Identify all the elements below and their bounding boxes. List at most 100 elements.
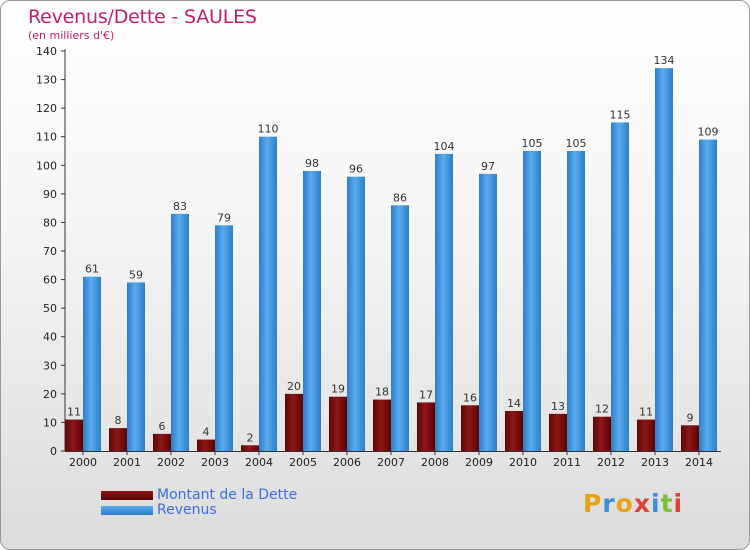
x-tick-label-2013: 2013 <box>641 456 669 469</box>
y-tick-label: 110 <box>36 131 57 144</box>
bar-revenus-2002 <box>171 213 189 451</box>
label-dette-2005: 20 <box>287 380 301 393</box>
label-dette-2003: 4 <box>203 426 210 439</box>
bar-revenus-2005 <box>303 171 321 451</box>
brand-letter: i <box>651 489 661 518</box>
x-tick-label-2009: 2009 <box>465 456 493 469</box>
x-tick-label-2000: 2000 <box>69 456 97 469</box>
label-revenus-2008: 104 <box>434 140 455 153</box>
y-tick-label: 50 <box>43 302 57 315</box>
y-tick-label: 120 <box>36 102 57 115</box>
label-dette-2002: 6 <box>159 420 166 433</box>
bar-dette-2013 <box>637 419 655 451</box>
label-revenus-2003: 79 <box>217 211 231 224</box>
label-dette-2010: 14 <box>507 397 521 410</box>
y-tick-label: 0 <box>50 445 57 458</box>
label-revenus-2012: 115 <box>610 108 631 121</box>
label-dette-2007: 18 <box>375 386 389 399</box>
label-dette-2014: 9 <box>687 411 694 424</box>
bar-dette-2006 <box>329 396 347 451</box>
bar-revenus-2001 <box>127 282 145 451</box>
label-dette-2008: 17 <box>419 388 433 401</box>
bar-revenus-2010 <box>523 151 541 451</box>
label-revenus-2002: 83 <box>173 200 187 213</box>
x-tick-label-2008: 2008 <box>421 456 449 469</box>
bar-dette-2002 <box>153 433 171 451</box>
bar-revenus-2009 <box>479 173 497 451</box>
label-dette-2004: 2 <box>247 431 254 444</box>
bar-revenus-2000 <box>83 276 101 451</box>
x-tick-label-2012: 2012 <box>597 456 625 469</box>
bar-revenus-2012 <box>611 122 629 451</box>
legend-label-dette: Montant de la Dette <box>157 487 298 503</box>
y-tick-label: 140 <box>36 45 57 58</box>
brand-letter: P <box>583 489 603 518</box>
bar-revenus-2003 <box>215 225 233 451</box>
brand-letter: x <box>633 489 651 518</box>
x-tick-label-2014: 2014 <box>685 456 713 469</box>
brand-letter: t <box>660 489 674 518</box>
label-dette-2000: 11 <box>67 406 81 419</box>
y-tick-label: 10 <box>43 416 57 429</box>
label-revenus-2006: 96 <box>349 163 363 176</box>
bar-dette-2000 <box>65 419 83 451</box>
legend-swatch-dette <box>101 490 153 500</box>
bar-dette-2004 <box>241 445 259 451</box>
bar-revenus-2011 <box>567 151 585 451</box>
bar-dette-2009 <box>461 405 479 451</box>
x-tick-label-2005: 2005 <box>289 456 317 469</box>
label-revenus-2009: 97 <box>481 160 495 173</box>
label-dette-2006: 19 <box>331 383 345 396</box>
brand-letter: r <box>602 489 616 518</box>
bar-dette-2012 <box>593 416 611 451</box>
x-tick-label-2007: 2007 <box>377 456 405 469</box>
legend-label-revenus: Revenus <box>157 502 217 518</box>
y-tick-label: 40 <box>43 331 57 344</box>
bar-revenus-2006 <box>347 176 365 451</box>
label-revenus-2004: 110 <box>258 123 279 136</box>
label-revenus-2005: 98 <box>305 157 319 170</box>
label-revenus-2007: 86 <box>393 191 407 204</box>
label-revenus-2011: 105 <box>566 137 587 150</box>
label-revenus-2000: 61 <box>85 263 99 276</box>
bar-revenus-2007 <box>391 205 409 451</box>
legend-swatch-revenus <box>101 505 153 515</box>
label-revenus-2010: 105 <box>522 137 543 150</box>
y-tick-label: 20 <box>43 388 57 401</box>
y-tick-label: 130 <box>36 74 57 87</box>
y-tick-label: 30 <box>43 359 57 372</box>
y-tick-label: 100 <box>36 159 57 172</box>
x-tick-label-2001: 2001 <box>113 456 141 469</box>
legend-item-dette: Montant de la Dette <box>101 487 297 503</box>
label-dette-2009: 16 <box>463 391 477 404</box>
x-tick-label-2003: 2003 <box>201 456 229 469</box>
bar-revenus-2014 <box>699 139 717 452</box>
bar-dette-2001 <box>109 428 127 451</box>
chart-title: Revenus/Dette - SAULES <box>28 6 257 28</box>
y-tick-label: 70 <box>43 245 57 258</box>
x-tick-label-2004: 2004 <box>245 456 273 469</box>
label-dette-2011: 13 <box>551 400 565 413</box>
bar-dette-2005 <box>285 393 303 451</box>
bar-dette-2010 <box>505 411 523 451</box>
y-tick-label: 60 <box>43 274 57 287</box>
bar-revenus-2008 <box>435 153 453 451</box>
x-tick-label-2002: 2002 <box>157 456 185 469</box>
brand-letter: i <box>673 489 684 518</box>
y-tick-label: 80 <box>43 216 57 229</box>
y-tick-label: 90 <box>43 188 57 201</box>
brand-logo: Proxiti <box>583 489 683 518</box>
bar-dette-2011 <box>549 413 567 451</box>
brand-letter: o <box>615 489 634 518</box>
label-revenus-2014: 109 <box>698 126 719 139</box>
label-dette-2013: 11 <box>639 406 653 419</box>
label-dette-2001: 8 <box>115 414 122 427</box>
bar-dette-2003 <box>197 439 215 451</box>
x-tick-label-2010: 2010 <box>509 456 537 469</box>
label-revenus-2013: 134 <box>654 54 675 67</box>
bar-dette-2007 <box>373 399 391 451</box>
bar-dette-2008 <box>417 402 435 451</box>
bar-dette-2014 <box>681 425 699 451</box>
